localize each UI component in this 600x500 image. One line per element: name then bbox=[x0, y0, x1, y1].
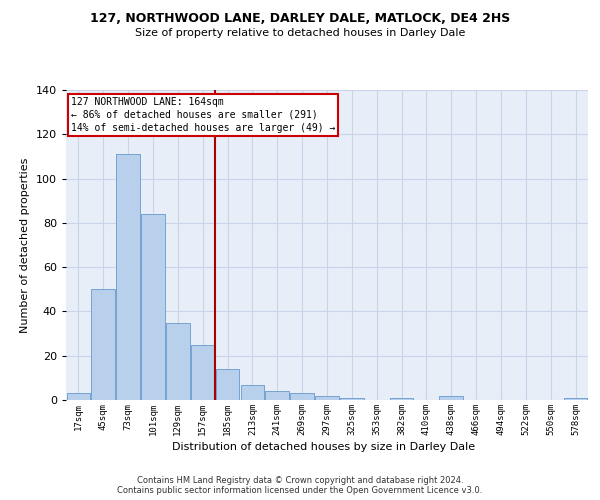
Text: Contains HM Land Registry data © Crown copyright and database right 2024.
Contai: Contains HM Land Registry data © Crown c… bbox=[118, 476, 482, 495]
Bar bbox=[290, 394, 314, 400]
Bar bbox=[390, 398, 413, 400]
Bar bbox=[216, 369, 239, 400]
Bar bbox=[166, 322, 190, 400]
Bar bbox=[265, 391, 289, 400]
Text: Distribution of detached houses by size in Darley Dale: Distribution of detached houses by size … bbox=[172, 442, 476, 452]
Bar bbox=[67, 394, 90, 400]
Bar bbox=[315, 396, 339, 400]
Text: 127, NORTHWOOD LANE, DARLEY DALE, MATLOCK, DE4 2HS: 127, NORTHWOOD LANE, DARLEY DALE, MATLOC… bbox=[90, 12, 510, 26]
Text: 127 NORTHWOOD LANE: 164sqm
← 86% of detached houses are smaller (291)
14% of sem: 127 NORTHWOOD LANE: 164sqm ← 86% of deta… bbox=[71, 96, 335, 133]
Bar bbox=[116, 154, 140, 400]
Bar bbox=[564, 398, 587, 400]
Text: Size of property relative to detached houses in Darley Dale: Size of property relative to detached ho… bbox=[135, 28, 465, 38]
Bar bbox=[340, 398, 364, 400]
Bar bbox=[91, 290, 115, 400]
Bar bbox=[439, 396, 463, 400]
Y-axis label: Number of detached properties: Number of detached properties bbox=[20, 158, 30, 332]
Bar bbox=[141, 214, 165, 400]
Bar bbox=[241, 384, 264, 400]
Bar bbox=[191, 344, 215, 400]
